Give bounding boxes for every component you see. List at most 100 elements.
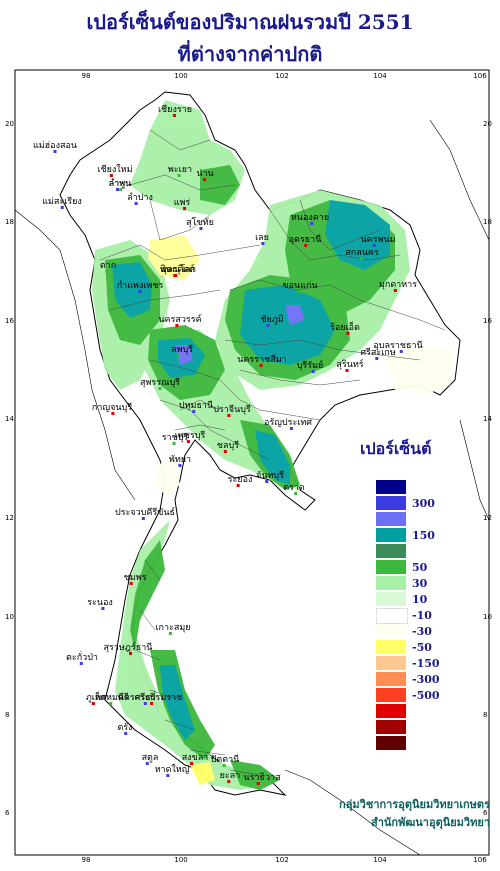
- legend-label: 50: [412, 561, 428, 574]
- legend-label: 300: [412, 497, 435, 510]
- station-marker: [175, 324, 179, 327]
- station-marker: [192, 410, 196, 413]
- station-marker: [393, 289, 397, 292]
- legend-swatch: [376, 560, 406, 574]
- city-label: ลำพูน: [109, 178, 132, 189]
- station-marker: [111, 412, 115, 415]
- station-marker: [79, 662, 83, 665]
- city-label: เลย: [255, 233, 269, 243]
- city-label: ปัตตานี: [211, 754, 240, 765]
- station-marker: [227, 414, 231, 417]
- map-frame: [14, 69, 490, 856]
- station-marker: [399, 350, 403, 353]
- city-label: ภูเก็ต: [86, 690, 106, 703]
- latitude-tick-label: 14: [483, 415, 492, 423]
- station-marker: [236, 484, 240, 487]
- station-marker: [311, 370, 315, 373]
- city-label: ศรีสะเกษ: [360, 347, 395, 358]
- longitude-tick-label: 106: [473, 72, 487, 80]
- station-marker: [134, 202, 138, 205]
- legend-swatch: [376, 688, 406, 702]
- latitude-tick-label: 12: [483, 514, 492, 522]
- city-label: ประจวบคีรีขันธ์: [115, 506, 175, 518]
- station-marker: [124, 732, 128, 735]
- city-label: ระยอง: [228, 475, 253, 485]
- legend-label: -30: [412, 625, 432, 638]
- city-label: ลำปาง: [127, 192, 153, 203]
- station-marker: [289, 427, 293, 430]
- legend-swatch: [376, 736, 406, 750]
- city-label: ตะกั่วป่า: [66, 650, 98, 663]
- city-label: สุราษฎร์ธานี: [104, 641, 153, 653]
- station-marker: [346, 332, 350, 335]
- city-label: ชลบุรี: [217, 440, 239, 451]
- station-marker: [119, 188, 123, 191]
- station-marker: [223, 450, 227, 453]
- city-label: กระบี่: [135, 690, 156, 703]
- city-label: กำแพงเพชร: [117, 280, 164, 291]
- station-marker: [109, 174, 113, 177]
- longitude-ticks-bottom: 98 100 102 104 106: [82, 856, 488, 864]
- station-marker: [109, 702, 113, 705]
- city-label: จันทบุรี: [256, 470, 284, 481]
- legend-swatch: [376, 704, 406, 718]
- city-label: นครสวรรค์: [158, 313, 201, 325]
- latitude-tick-label: 6: [483, 809, 488, 817]
- station-marker: [176, 354, 180, 357]
- province-boundaries: [99, 129, 446, 776]
- city-label: สุรินทร์: [336, 358, 363, 370]
- latitude-tick-label: 18: [483, 218, 492, 226]
- city-label: แม่ฮ่องสอน: [33, 141, 77, 151]
- legend-swatch: [376, 656, 406, 670]
- legend-swatch: [376, 592, 406, 606]
- station-marker: [166, 774, 170, 777]
- station-marker: [345, 369, 349, 372]
- station-marker: [150, 702, 154, 705]
- city-label: แพร่: [174, 198, 191, 208]
- latitude-tick-label: 16: [483, 317, 492, 325]
- city-label: ขอนแก่น: [282, 281, 317, 291]
- credit-line2: สำนักพัฒนาอุตุนิยมวิทยา: [371, 816, 490, 829]
- longitude-tick-label: 100: [174, 72, 187, 80]
- latitude-tick-label: 14: [5, 415, 14, 423]
- longitude-tick-label: 102: [275, 72, 288, 80]
- latitude-ticks-left: 20 18 16 14 12 10 8 6: [5, 120, 14, 817]
- station-marker: [158, 387, 162, 390]
- station-marker: [105, 270, 109, 273]
- station-marker: [168, 632, 172, 635]
- legend-swatch: [376, 624, 406, 638]
- station-marker: [256, 782, 260, 785]
- station-marker: [91, 702, 95, 705]
- station-marker: [145, 762, 149, 765]
- latitude-tick-label: 16: [5, 317, 14, 325]
- legend-swatch: [376, 512, 406, 526]
- station-marker: [115, 188, 119, 191]
- city-label: ราชบุรี: [162, 432, 189, 443]
- city-label: นครราชสีมา: [237, 354, 286, 365]
- station-marker: [310, 222, 314, 225]
- city-label: เชียงราย: [158, 104, 192, 115]
- station-marker: [172, 442, 176, 445]
- city-label: กาญจนบุรี: [92, 402, 132, 413]
- station-marker: [53, 150, 57, 153]
- city-label: เกาะสมุย: [155, 623, 190, 633]
- station-marker: [138, 290, 142, 293]
- legend-swatch: [376, 576, 406, 590]
- city-label: เพชรบุรี: [175, 430, 206, 441]
- station-marker: [129, 652, 133, 655]
- map-title-line2: ที่ต่างจากค่าปกติ: [177, 42, 323, 66]
- city-label: นราธิวาส: [243, 772, 281, 783]
- longitude-tick-label: 106: [473, 856, 487, 864]
- city-label: อุดรธานี: [289, 234, 322, 245]
- city-label: ตาก: [100, 261, 116, 271]
- city-label: ลพบุรี: [171, 344, 193, 355]
- latitude-tick-label: 10: [5, 613, 14, 621]
- city-label: น่าน: [196, 169, 213, 179]
- city-label: พัทยา: [169, 455, 191, 465]
- station-marker: [178, 464, 182, 467]
- station-marker: [60, 206, 64, 209]
- longitude-tick-label: 98: [82, 72, 91, 80]
- station-marker: [183, 207, 187, 210]
- longitude-tick-label: 102: [275, 856, 288, 864]
